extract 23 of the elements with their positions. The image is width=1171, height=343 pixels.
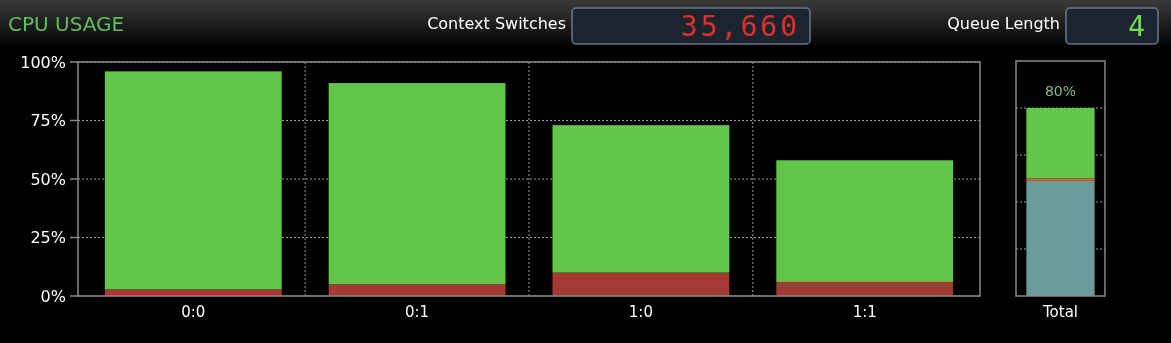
text: Queue Length	[947, 14, 1060, 33]
bar	[328, 284, 506, 296]
bar	[328, 83, 506, 285]
x-tick-label: 1:1	[852, 303, 877, 321]
x-tick-label: Total	[1041, 303, 1079, 321]
x-tick-label: 0:1	[405, 303, 430, 321]
bar	[776, 160, 954, 282]
y-tick-label: 75%	[30, 111, 66, 131]
y-tick-label: 0%	[40, 286, 66, 306]
total-label: 80%	[1044, 83, 1077, 99]
bar	[776, 281, 954, 296]
text: Context Switches	[427, 14, 566, 33]
y-tick-label: 100%	[20, 52, 66, 72]
text: CPU USAGE	[8, 12, 125, 36]
text: 35,660	[680, 10, 800, 43]
y-tick-label: 50%	[30, 169, 66, 189]
x-tick-label: 0:0	[181, 303, 206, 321]
bar	[552, 272, 730, 296]
y-tick-label: 25%	[30, 228, 66, 248]
bar	[104, 71, 282, 289]
bar	[552, 125, 730, 273]
text: 4	[1128, 10, 1148, 43]
x-tick-label: 1:0	[628, 303, 653, 321]
